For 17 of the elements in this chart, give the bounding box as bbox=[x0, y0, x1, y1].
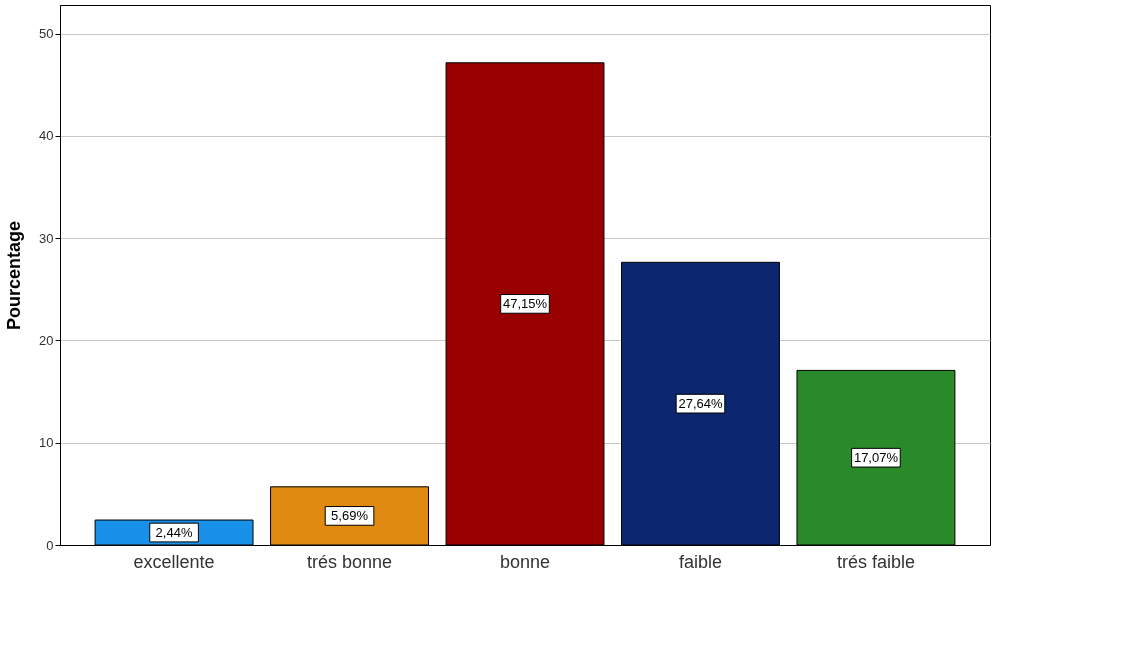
data-label: 27,64% bbox=[678, 395, 723, 411]
x-tick-label: faible bbox=[678, 551, 722, 572]
data-label: 47,15% bbox=[502, 295, 548, 311]
x-tick-label: bonne bbox=[499, 551, 551, 572]
y-tick-label: 30 bbox=[39, 230, 54, 246]
y-tick-label: 40 bbox=[39, 128, 54, 144]
x-tick-label: trés bonne bbox=[307, 551, 393, 572]
data-label: 2,44% bbox=[155, 524, 193, 540]
y-tick-label: 20 bbox=[39, 332, 54, 348]
y-tick-label: 10 bbox=[39, 435, 54, 451]
data-label: 5,69% bbox=[331, 507, 369, 523]
y-tick-label: 50 bbox=[39, 26, 54, 42]
x-tick-label: trés faible bbox=[836, 551, 915, 572]
data-label: 17,07% bbox=[853, 449, 899, 465]
y-axis-title: Pourcentage bbox=[4, 220, 25, 331]
x-tick-label: excellente bbox=[133, 551, 215, 572]
y-tick-label: 0 bbox=[46, 537, 54, 553]
